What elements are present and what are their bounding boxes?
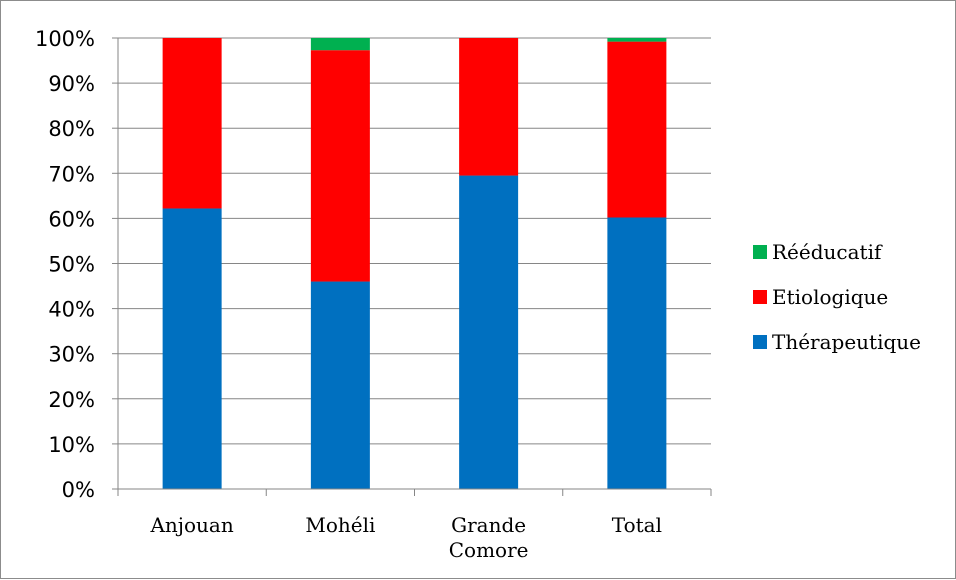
legend: Rééducatif Etiologique Thérapeutique: [753, 240, 921, 354]
legend-label-therapeutique: Thérapeutique: [772, 330, 921, 354]
bar-etiologique-moheli: [310, 50, 370, 282]
bar-therapeutique-grande-comore: [459, 175, 519, 489]
bar-reeducatif-total: [607, 38, 667, 42]
legend-label-reeducatif: Rééducatif: [772, 240, 883, 264]
y-tick-label: 20%: [48, 388, 95, 412]
legend-swatch-reeducatif: [753, 245, 767, 259]
axes: [112, 37, 712, 496]
y-tick-label: 0%: [62, 478, 95, 502]
bar-therapeutique-moheli: [310, 281, 370, 489]
x-category-label: Total: [612, 513, 662, 537]
legend-swatch-etiologique: [753, 290, 767, 304]
legend-label-etiologique: Etiologique: [772, 285, 888, 309]
y-tick-label: 90%: [48, 72, 95, 96]
y-tick-label: 100%: [35, 27, 95, 51]
y-tick-label: 50%: [48, 253, 95, 277]
y-tick-label: 80%: [48, 117, 95, 141]
x-category-labels: Anjouan Mohéli Grande Comore Total: [149, 513, 661, 562]
bars: [162, 38, 667, 490]
bar-etiologique-grande-comore: [459, 38, 519, 176]
x-category-label: Anjouan: [149, 513, 233, 537]
bar-etiologique-total: [607, 41, 667, 218]
y-tick-label: 40%: [48, 298, 95, 322]
bar-reeducatif-moheli: [310, 38, 370, 51]
x-category-label: Grande Comore: [449, 513, 529, 562]
y-tick-label: 70%: [48, 162, 95, 186]
y-tick-label: 10%: [48, 433, 95, 457]
y-tick-label: 60%: [48, 207, 95, 231]
legend-swatch-therapeutique: [753, 335, 767, 349]
y-tick-labels: 0% 10% 20% 30% 40% 50% 60% 70% 80% 90% 100%: [35, 27, 95, 502]
x-category-label: Mohéli: [305, 513, 375, 537]
y-tick-label: 30%: [48, 343, 95, 367]
bar-therapeutique-total: [607, 217, 667, 490]
bar-therapeutique-anjouan: [162, 208, 222, 489]
bar-etiologique-anjouan: [162, 38, 222, 209]
